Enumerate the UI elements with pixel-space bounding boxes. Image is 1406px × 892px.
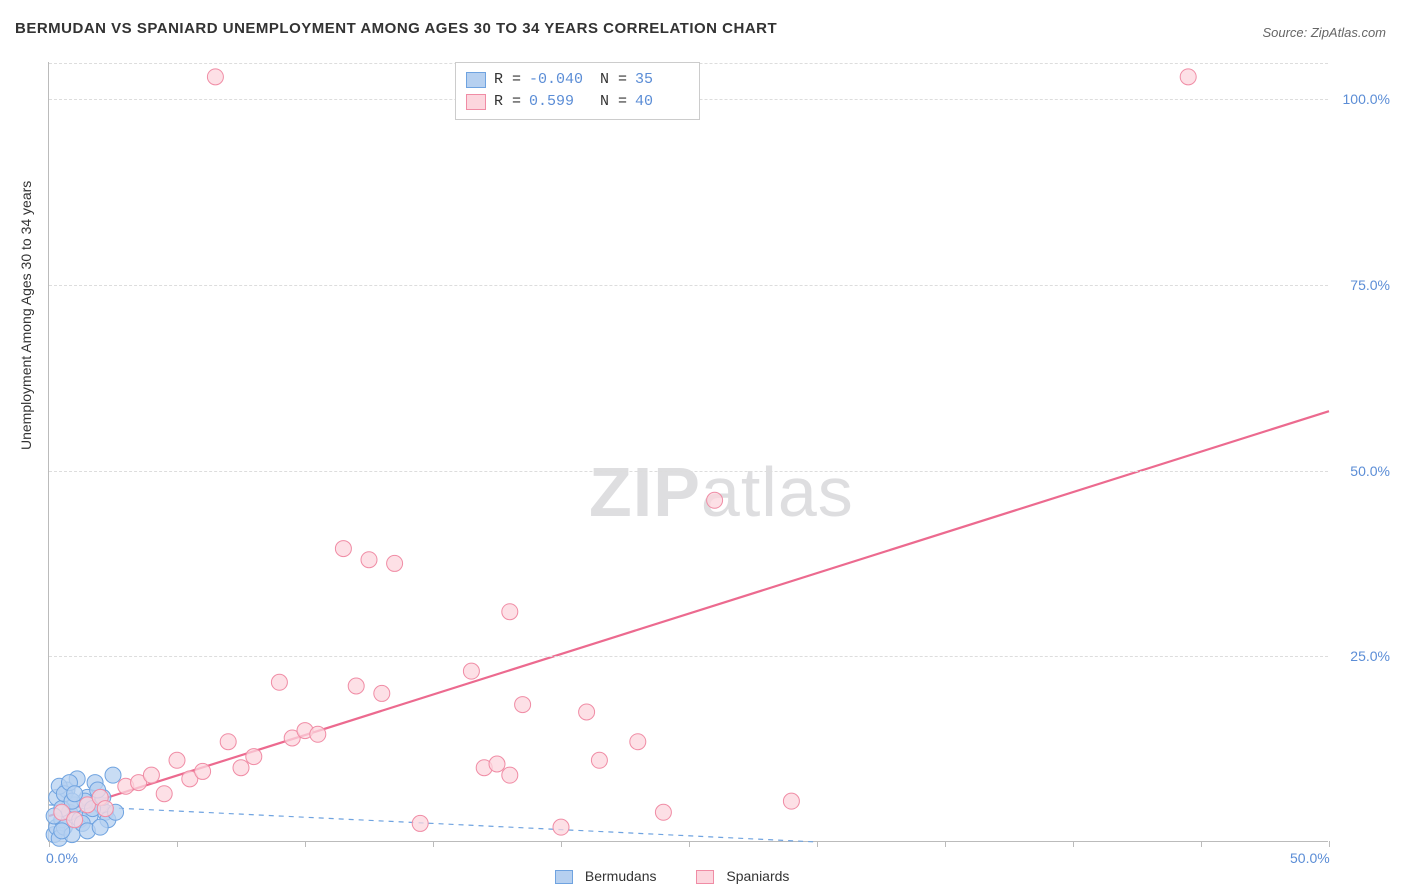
r-label: R = (494, 91, 521, 113)
y-axis-label: Unemployment Among Ages 30 to 34 years (18, 181, 34, 450)
y-tick-label: 75.0% (1350, 277, 1390, 293)
data-point (374, 685, 390, 701)
legend-item-bermudans: Bermudans (555, 868, 656, 884)
data-point (156, 786, 172, 802)
legend-label: Spaniards (726, 868, 789, 884)
data-point (169, 752, 185, 768)
data-point (1180, 69, 1196, 85)
r-value-spaniards: 0.599 (529, 91, 583, 113)
data-point (348, 678, 364, 694)
n-label: N = (591, 91, 627, 113)
r-value-bermudans: -0.040 (529, 69, 583, 91)
data-point (233, 760, 249, 776)
data-point (67, 786, 83, 802)
data-point (387, 555, 403, 571)
data-point (335, 541, 351, 557)
y-tick-label: 50.0% (1350, 463, 1390, 479)
correlation-row-bermudans: R = -0.040 N = 35 (466, 69, 689, 91)
source-attribution: Source: ZipAtlas.com (1262, 25, 1386, 40)
swatch-icon (555, 870, 573, 884)
chart-title: BERMUDAN VS SPANIARD UNEMPLOYMENT AMONG … (15, 20, 777, 37)
data-point (591, 752, 607, 768)
data-point (707, 492, 723, 508)
r-label: R = (494, 69, 521, 91)
data-point (463, 663, 479, 679)
n-label: N = (591, 69, 627, 91)
data-point (361, 552, 377, 568)
data-point (207, 69, 223, 85)
swatch-icon (696, 870, 714, 884)
data-point (655, 804, 671, 820)
data-point (67, 812, 83, 828)
legend-label: Bermudans (585, 868, 657, 884)
data-point (97, 801, 113, 817)
x-tick-label-min: 0.0% (46, 850, 78, 866)
bottom-legend: Bermudans Spaniards (555, 868, 789, 884)
data-point (489, 756, 505, 772)
y-tick-label: 100.0% (1343, 91, 1390, 107)
data-point (271, 674, 287, 690)
data-point (105, 767, 121, 783)
data-point (195, 763, 211, 779)
correlation-row-spaniards: R = 0.599 N = 40 (466, 91, 689, 113)
swatch-bermudans (466, 72, 486, 88)
swatch-spaniards (466, 94, 486, 110)
data-point (502, 604, 518, 620)
data-point (220, 734, 236, 750)
data-point (579, 704, 595, 720)
data-point (553, 819, 569, 835)
data-point (783, 793, 799, 809)
n-value-spaniards: 40 (635, 91, 689, 113)
y-tick-label: 25.0% (1350, 648, 1390, 664)
data-point (412, 815, 428, 831)
data-point (502, 767, 518, 783)
correlation-legend: R = -0.040 N = 35 R = 0.599 N = 40 (455, 62, 700, 120)
chart-svg (49, 62, 1328, 841)
n-value-bermudans: 35 (635, 69, 689, 91)
plot-area: ZIPatlas 25.0%50.0%75.0%100.0% (48, 62, 1328, 842)
data-point (515, 697, 531, 713)
data-point (310, 726, 326, 742)
data-point (630, 734, 646, 750)
data-point (92, 819, 108, 835)
data-point (246, 749, 262, 765)
data-point (143, 767, 159, 783)
legend-item-spaniards: Spaniards (696, 868, 789, 884)
data-point (54, 823, 70, 839)
x-tick-label-max: 50.0% (1290, 850, 1330, 866)
